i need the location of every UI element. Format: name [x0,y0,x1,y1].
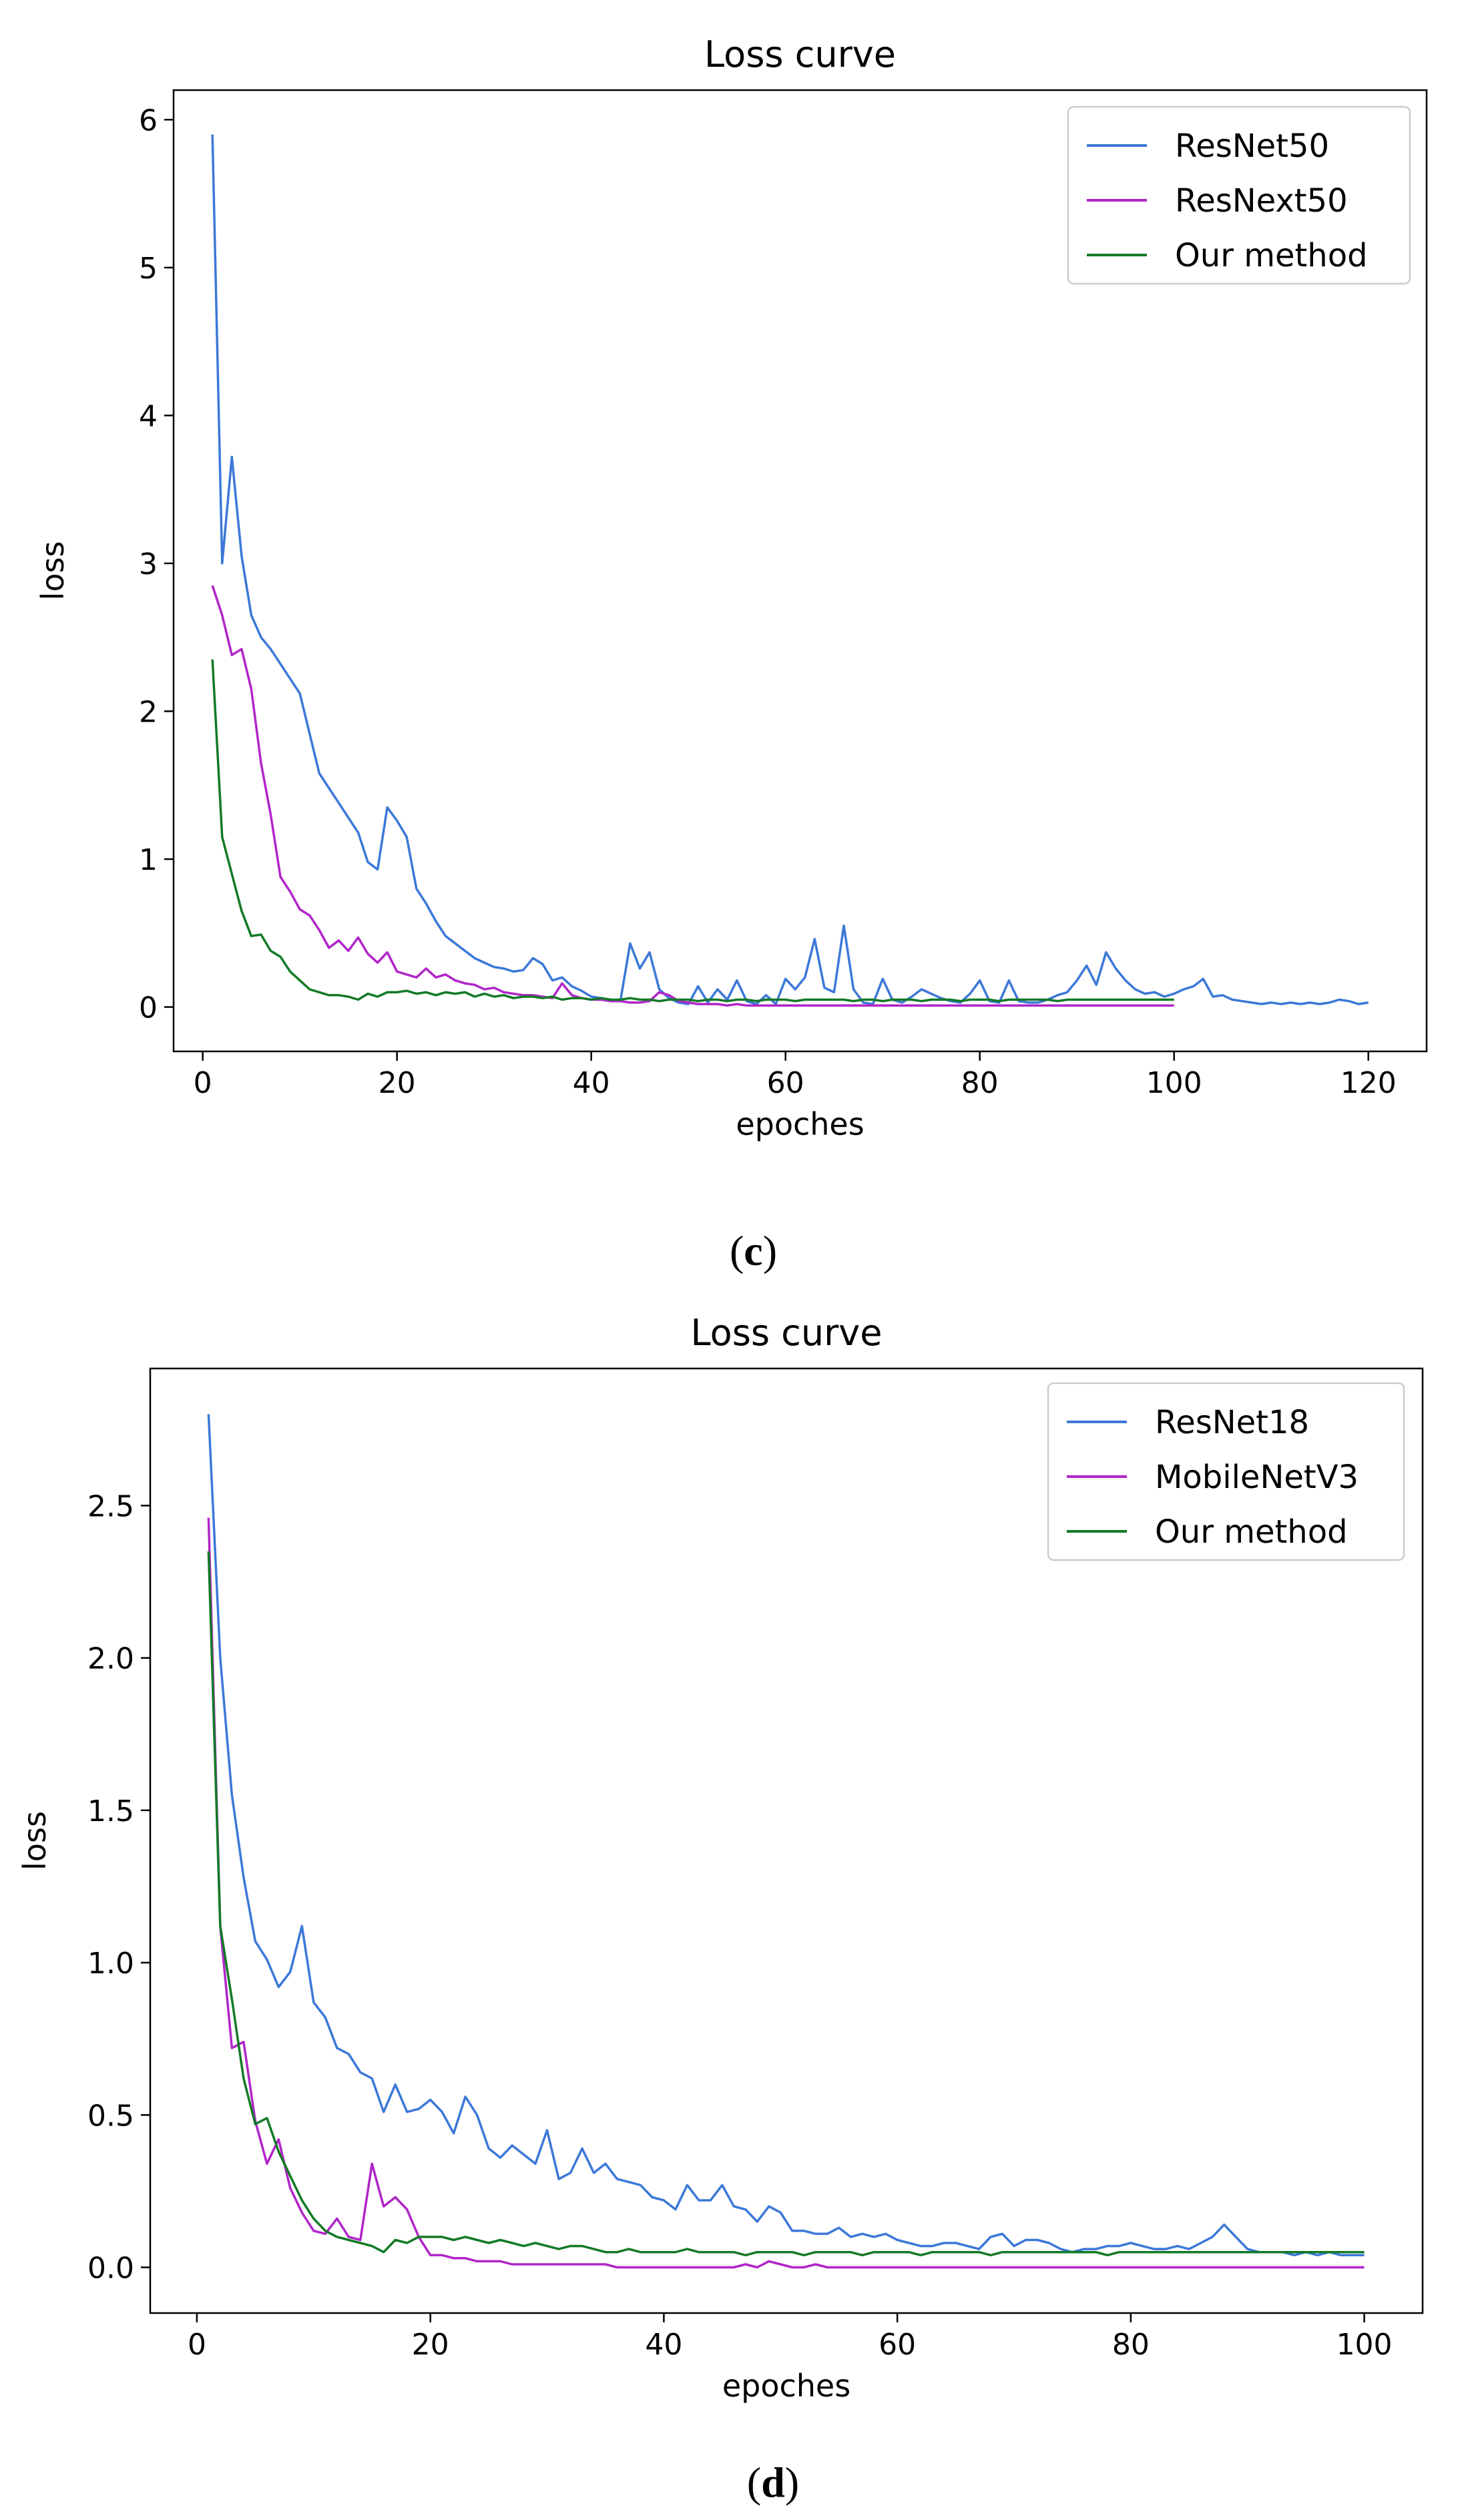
series-lines [207,1414,1365,2269]
y-tick-label: 3 [139,547,158,581]
series-line-resnext50 [211,585,1174,1007]
series-lines [211,134,1369,1007]
series-line-our-method [211,659,1174,1003]
series-line-our-method [207,1551,1365,2257]
x-tick-label: 120 [1340,1066,1397,1100]
x-tick-label: 20 [412,2328,449,2362]
y-tick-label: 1.5 [87,1794,134,1828]
x-tick-label: 40 [573,1066,610,1100]
x-tick-label: 0 [188,2328,206,2362]
x-tick-label: 20 [379,1066,416,1100]
series-line-resnet50 [211,134,1369,1005]
legend-box [1047,1382,1405,1561]
y-tick-label: 2.0 [87,1642,134,1676]
legend-label: ResNet50 [1175,128,1329,165]
y-tick-label: 4 [139,399,158,433]
x-tick-label: 60 [879,2328,916,2362]
x-tick-label: 0 [194,1066,212,1100]
legend-box [1067,105,1411,285]
x-tick-label: 80 [961,1066,999,1100]
x-tick-label: 80 [1112,2328,1150,2362]
panel-caption: (c) [730,1227,777,1274]
legend: ResNet18 MobileNetV3 Our method [1047,1382,1405,1561]
x-axis-label: epoches [736,1106,864,1142]
legend-label: ResNext50 [1175,182,1348,220]
x-tick-label: 100 [1146,1066,1202,1100]
chart-title: Loss curve [704,33,896,75]
panel-caption: (d) [747,2459,799,2506]
x-tick-label: 40 [645,2328,682,2362]
legend-label: Our method [1175,237,1368,274]
y-tick-label: 0.0 [87,2252,134,2286]
legend-label: MobileNetV3 [1155,1459,1359,1496]
plot-frame [149,1367,1424,2314]
y-axis-label: loss [17,1811,53,1870]
y-tick-label: 6 [139,103,158,138]
legend-label: Our method [1155,1513,1348,1551]
y-tick-label: 1.0 [87,1947,134,1981]
x-axis-label: epoches [722,2368,850,2404]
plot-frame [172,89,1428,1053]
chart-panel-c: Loss curve 0 20 40 60 80 100 120 0 1 2 3 4 5 6 epoches l… [35,33,1428,1274]
legend-label: ResNet18 [1155,1404,1309,1441]
x-tick-label: 60 [767,1066,804,1100]
series-line-resnet18 [207,1414,1365,2257]
chart-panel-d: Loss curve 0 20 40 60 80 100 0.0 0.5 1.0 1.5 2.0 2.5… [17,1312,1424,2506]
legend: ResNet50 ResNext50 Our method [1067,105,1411,285]
y-tick-label: 5 [139,252,158,286]
y-tick-label: 0 [139,991,158,1025]
y-tick-label: 0.5 [87,2099,134,2133]
y-tick-label: 1 [139,843,158,877]
y-axis-label: loss [35,541,71,601]
y-tick-label: 2 [139,695,158,729]
y-tick-label: 2.5 [87,1489,134,1523]
x-tick-label: 100 [1336,2328,1393,2362]
chart-title: Loss curve [691,1312,883,1354]
series-line-mobilenetv3 [207,1517,1365,2269]
